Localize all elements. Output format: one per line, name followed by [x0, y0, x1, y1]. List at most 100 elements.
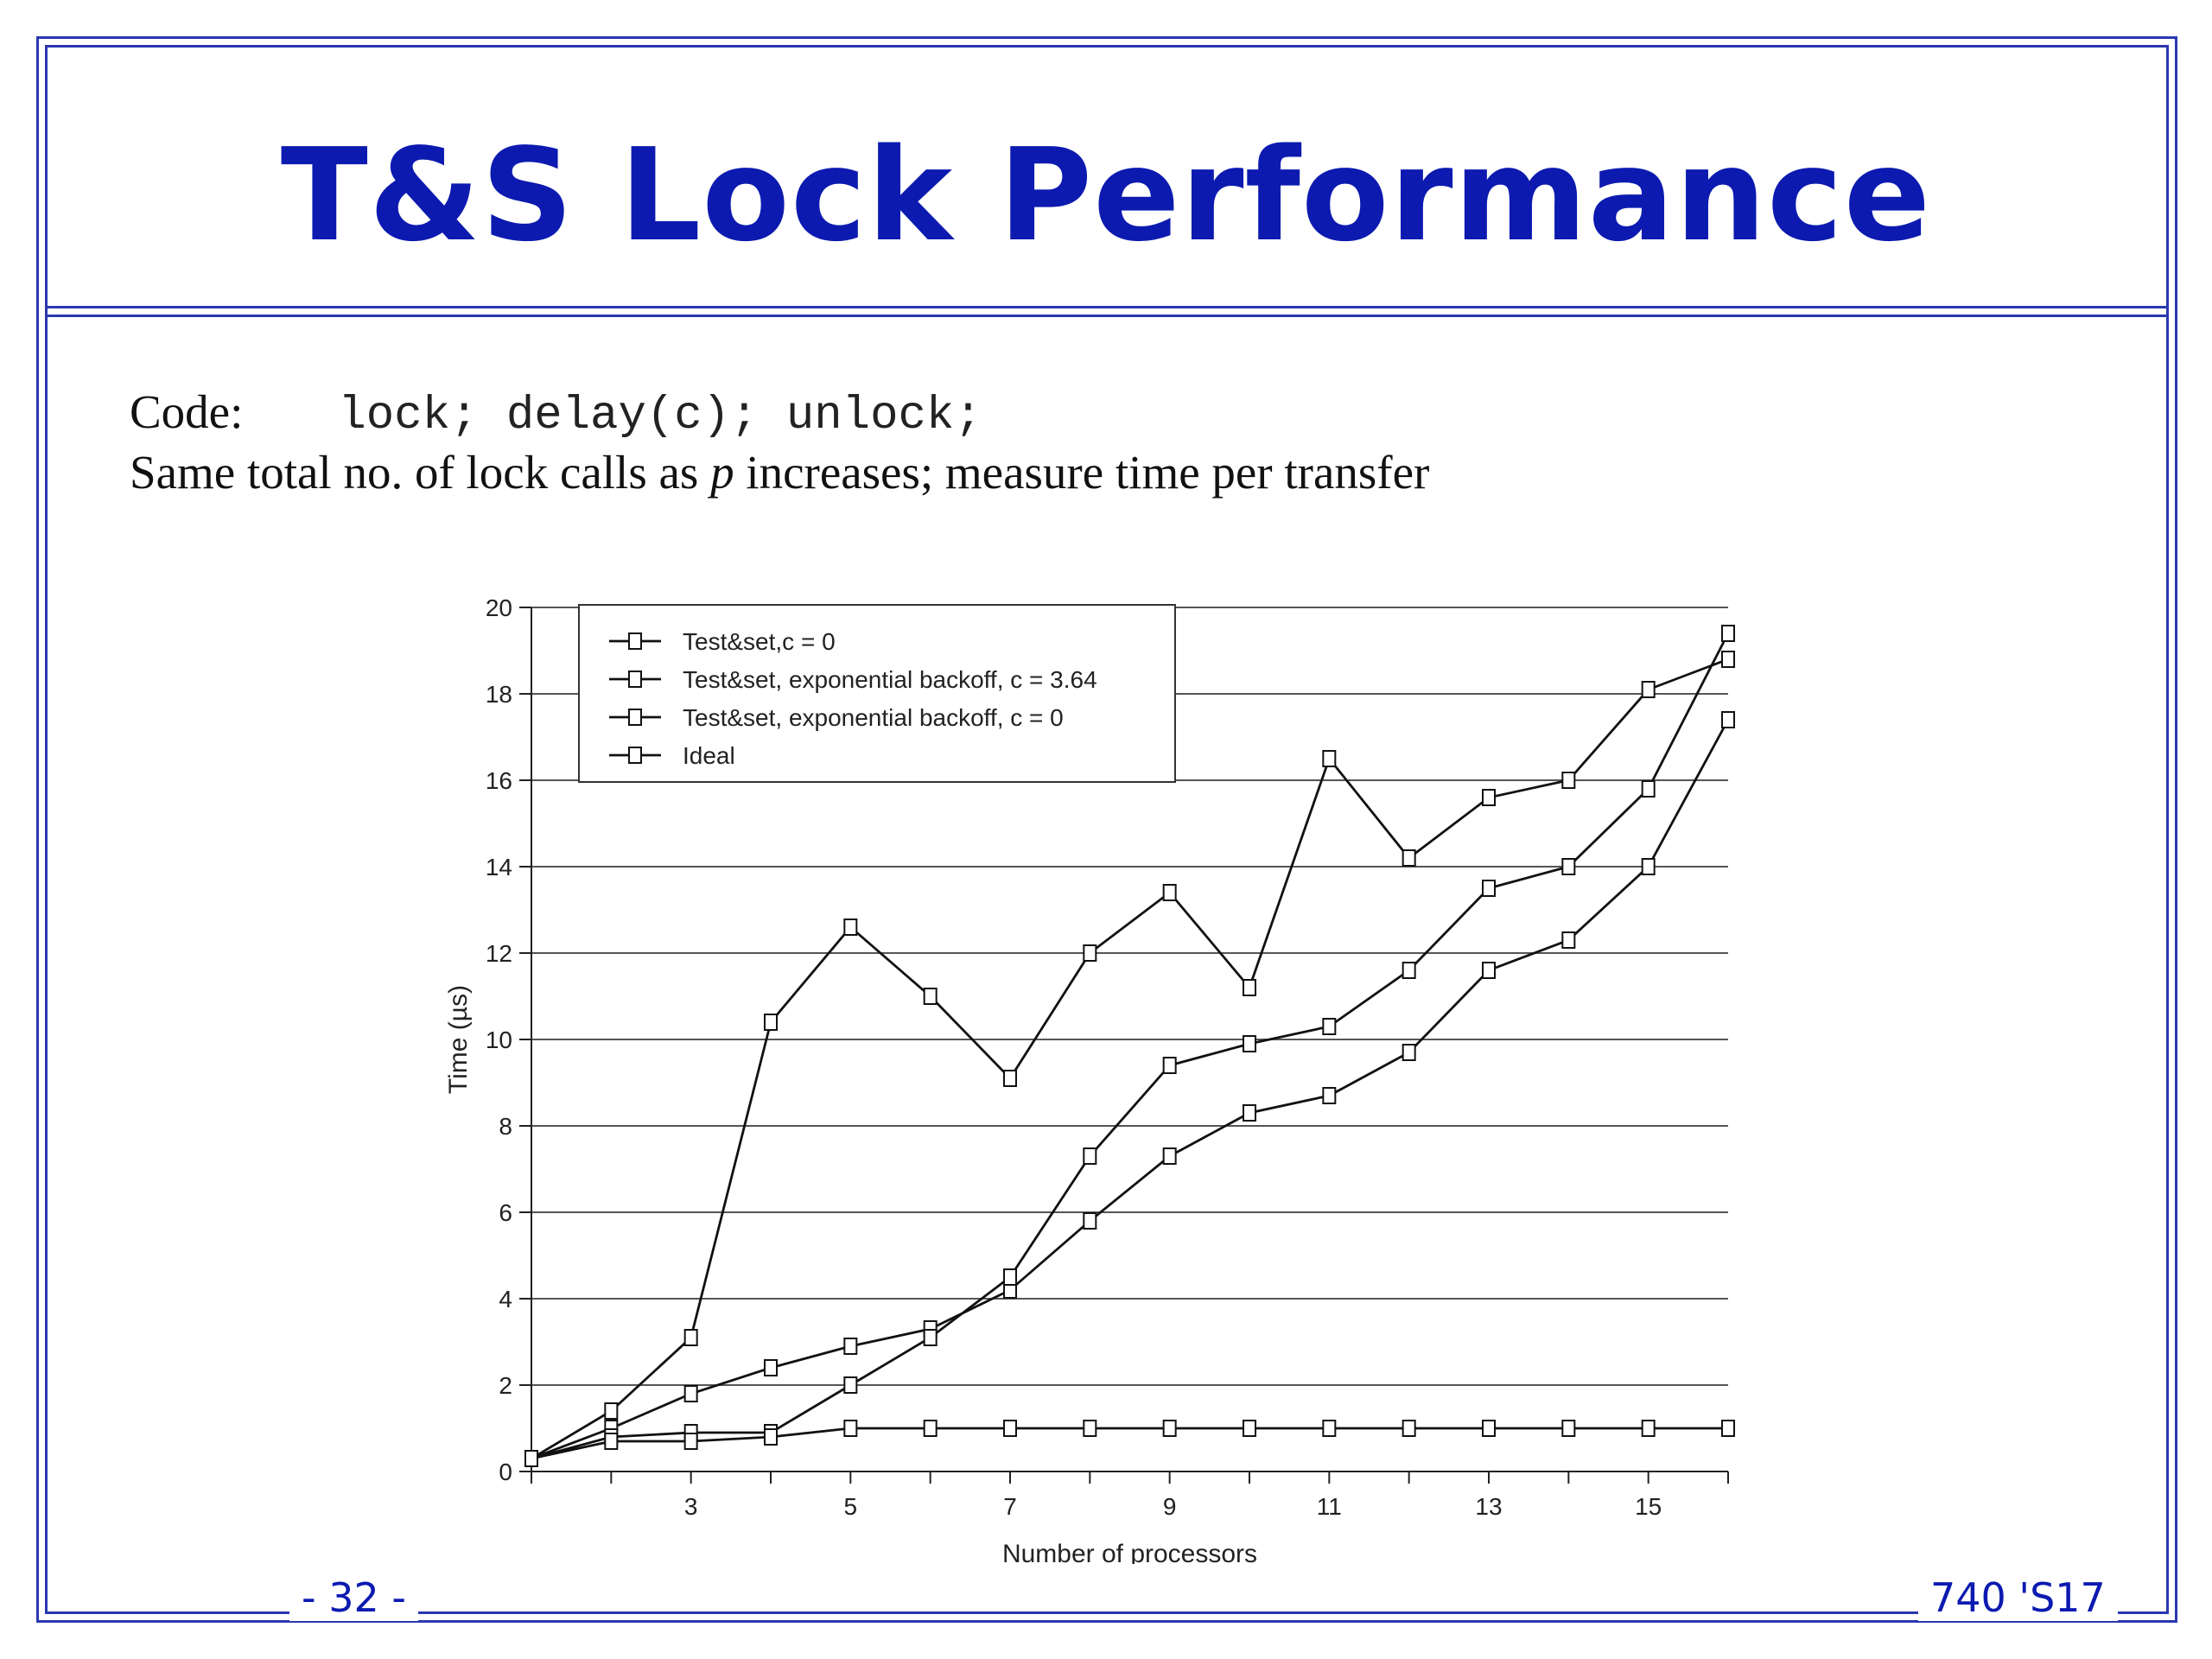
- data-point: [1561, 772, 1576, 789]
- data-point: [1322, 1420, 1337, 1437]
- data-point: [1561, 1420, 1576, 1437]
- data-point: [1003, 1268, 1017, 1286]
- data-point: [923, 1329, 938, 1346]
- data-point: [1482, 1420, 1496, 1437]
- data-point: [1482, 962, 1496, 979]
- data-point: [1162, 884, 1177, 901]
- data-point: [1162, 1147, 1177, 1165]
- data-point: [1243, 979, 1256, 996]
- data-point: [1721, 625, 1735, 642]
- data-point: [1162, 1057, 1177, 1074]
- code-line: Code: lock; delay(c); unlock;: [130, 385, 982, 442]
- series-line-2: [531, 719, 1730, 1460]
- title-divider: [45, 306, 2169, 308]
- data-point: [683, 1329, 698, 1346]
- data-point: [1083, 1212, 1097, 1230]
- y-tick-label: 10: [486, 1027, 512, 1053]
- data-point: [1402, 962, 1416, 979]
- data-point: [1003, 1070, 1017, 1087]
- y-tick-label: 0: [499, 1459, 512, 1485]
- x-tick-label: 9: [1163, 1493, 1177, 1520]
- y-tick-label: 14: [486, 854, 512, 880]
- data-point: [683, 1385, 698, 1402]
- code-snippet: lock; delay(c); unlock;: [338, 390, 982, 442]
- series-line-3: [531, 632, 1730, 1460]
- data-point: [1482, 789, 1496, 806]
- page-number: - 32 -: [289, 1574, 418, 1621]
- data-point: [764, 1428, 778, 1446]
- y-tick-label: 18: [486, 681, 512, 708]
- data-point: [843, 1420, 858, 1437]
- legend-marker: [628, 709, 642, 726]
- course-label: 740 'S17: [1918, 1574, 2118, 1621]
- data-point: [923, 1420, 938, 1437]
- data-point: [1482, 880, 1496, 897]
- data-point: [1721, 711, 1735, 728]
- data-point: [764, 1359, 778, 1376]
- data-point: [1402, 849, 1416, 867]
- data-point: [1322, 750, 1337, 767]
- data-point: [604, 1402, 619, 1420]
- data-point: [1322, 1018, 1337, 1035]
- data-point: [1641, 681, 1656, 698]
- slide-frame-outer: [36, 36, 2177, 1623]
- data-point: [843, 1338, 858, 1355]
- legend-label: Test&set, exponential backoff, c = 0: [683, 704, 1064, 731]
- description-after: increases; measure time per transfer: [734, 446, 1430, 499]
- title-divider-double: [45, 315, 2169, 317]
- slide-frame-inner: [45, 45, 2169, 1614]
- data-point: [524, 1450, 538, 1467]
- x-tick-label: 13: [1475, 1493, 1502, 1520]
- y-tick-label: 2: [499, 1372, 512, 1399]
- data-point: [1243, 1420, 1256, 1437]
- legend-marker: [628, 747, 642, 764]
- data-point: [604, 1433, 619, 1450]
- data-point: [1402, 1420, 1416, 1437]
- y-tick-label: 16: [486, 767, 512, 794]
- legend-marker: [628, 632, 642, 650]
- code-label: Code:: [130, 385, 244, 438]
- legend-marker: [628, 671, 642, 688]
- y-tick-label: 20: [486, 594, 512, 621]
- series-line-4: [531, 1427, 1728, 1460]
- data-point: [843, 918, 858, 936]
- y-tick-label: 12: [486, 940, 512, 967]
- data-point: [1561, 858, 1576, 875]
- data-point: [1162, 1420, 1177, 1437]
- description-line: Same total no. of lock calls as p increa…: [130, 445, 1429, 499]
- y-axis-label: Time (µs): [444, 985, 473, 1094]
- slide-title: T&S Lock Performance: [280, 121, 1932, 270]
- data-point: [1561, 931, 1576, 949]
- legend-label: Ideal: [683, 742, 735, 769]
- x-axis-label: Number of processors: [1002, 1540, 1257, 1564]
- data-point: [1721, 1420, 1735, 1437]
- x-tick-label: 5: [844, 1493, 858, 1520]
- data-point: [1083, 944, 1097, 962]
- y-tick-label: 8: [499, 1113, 512, 1140]
- data-point: [1402, 1044, 1416, 1061]
- x-tick-label: 15: [1635, 1493, 1662, 1520]
- x-tick-label: 7: [1003, 1493, 1017, 1520]
- data-point: [1641, 858, 1656, 875]
- data-point: [1243, 1104, 1256, 1122]
- data-point: [683, 1433, 698, 1450]
- data-point: [764, 1014, 778, 1031]
- legend-label: Test&set, exponential backoff, c = 3.64: [683, 666, 1097, 693]
- data-point: [1322, 1087, 1337, 1104]
- description-variable: p: [710, 446, 734, 499]
- data-point: [1721, 651, 1735, 668]
- legend-label: Test&set,c = 0: [683, 628, 836, 655]
- y-tick-label: 4: [499, 1286, 512, 1313]
- x-tick-label: 11: [1317, 1493, 1342, 1520]
- data-point: [1083, 1420, 1097, 1437]
- series-line-1: [531, 658, 1729, 1460]
- legend-box: [578, 604, 1176, 783]
- data-point: [923, 988, 938, 1005]
- data-point: [843, 1376, 858, 1394]
- line-chart: 0 2 4 6 8 10 12 14 16 18 20 3 5 7 9 11 13 15 Number of pro…: [444, 594, 1735, 1564]
- data-point: [1003, 1420, 1017, 1437]
- data-point: [1083, 1147, 1097, 1165]
- data-point: [1641, 1420, 1656, 1437]
- y-tick-label: 6: [499, 1199, 512, 1226]
- x-tick-label: 3: [684, 1493, 698, 1520]
